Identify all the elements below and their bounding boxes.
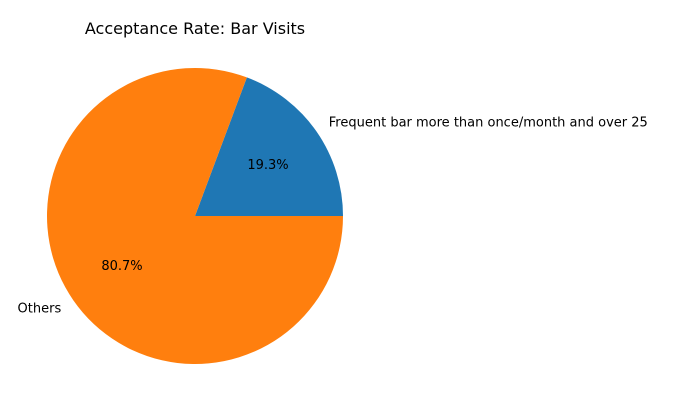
pie-slice-others: [47, 67, 343, 364]
slice-label-frequent-bar: Frequent bar more than once/month and ov…: [329, 116, 648, 131]
slice-label-others: Others: [18, 301, 62, 316]
pie-slice-frequent-bar: [195, 77, 343, 216]
slice-percent-others: 80.7%: [101, 259, 142, 274]
chart-title: Acceptance Rate: Bar Visits: [85, 19, 305, 38]
pie-labels: Frequent bar more than once/month and ov…: [18, 116, 648, 317]
pie-slices: [47, 67, 343, 364]
slice-percent-frequent-bar: 19.3%: [247, 158, 288, 173]
